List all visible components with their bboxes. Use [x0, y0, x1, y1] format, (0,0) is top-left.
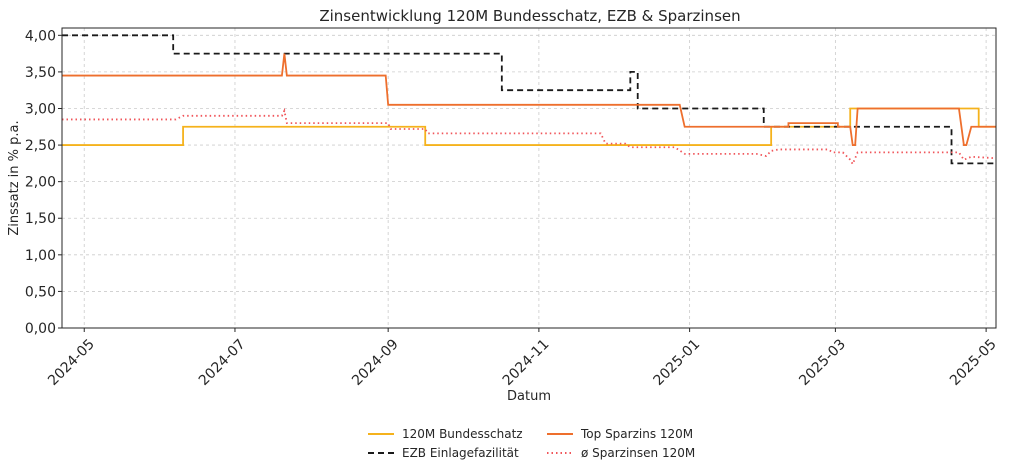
plot-frame	[61, 27, 997, 329]
legend-label: Top Sparzins 120M	[580, 427, 693, 441]
y-tick-label: 3,00	[25, 101, 56, 117]
series-line-sparzinsen-120m	[62, 107, 997, 167]
y-axis-title: Zinssatz in % p.a.	[7, 120, 22, 235]
chart-title: Zinsentwicklung 120M Bundesschatz, EZB &…	[319, 7, 740, 25]
grid	[62, 28, 996, 329]
y-tick-label: 0,50	[25, 284, 56, 300]
y-tick-label: 3,50	[25, 65, 56, 81]
y-tick-label: 2,00	[25, 175, 56, 191]
y-tick-label: 1,50	[25, 211, 56, 227]
legend-label: ø Sparzinsen 120M	[581, 446, 695, 460]
series-layer	[62, 34, 997, 167]
legend-label: 120M Bundesschatz	[402, 427, 523, 441]
legend-label: EZB Einlagefazilität	[402, 446, 519, 460]
y-tick-label: 4,00	[25, 28, 56, 44]
series-line-top-sparzins-120m	[62, 53, 996, 146]
legend: 120M Bundesschatz Top Sparzins 120M EZB Ei…	[368, 427, 695, 460]
y-tick-label: 1,00	[25, 248, 56, 264]
series-line-ezb-einlagefazilit-t	[62, 34, 996, 165]
y-axis: 0,00 0,50 1,00 1,50 2,00 2,50 3,00 3,50 4,00	[25, 28, 62, 337]
y-tick-label: 0,00	[25, 321, 56, 337]
y-tick-label: 2,50	[25, 138, 56, 154]
x-axis-title: Datum	[507, 389, 551, 404]
